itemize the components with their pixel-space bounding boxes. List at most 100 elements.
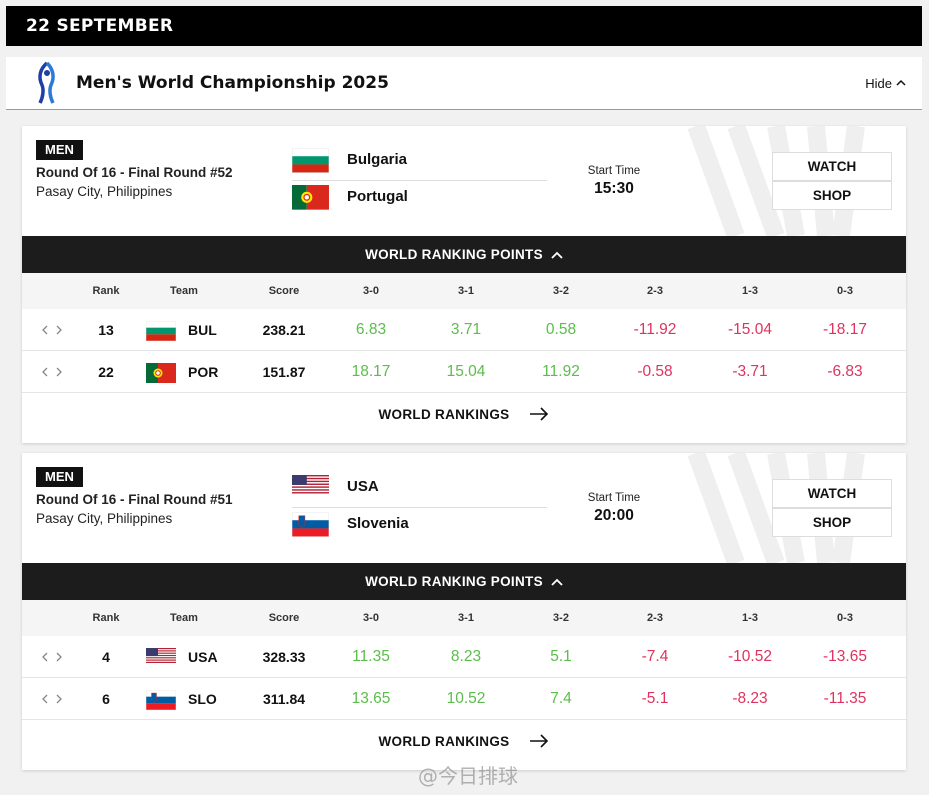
watch-button[interactable]: WATCH: [772, 152, 892, 181]
points-value: 18.17: [351, 362, 391, 380]
table-row: 4 USA 328.33 11.35 8.23 5.1 -7.4 -10.52 -13.65: [22, 636, 906, 678]
left-right-arrows-icon: [42, 325, 62, 334]
score-column-header: Score: [268, 612, 300, 624]
points-value: -15.04: [728, 320, 772, 338]
team-rank: 13: [98, 321, 114, 338]
team-rank: 22: [98, 363, 114, 380]
hide-label: Hide: [865, 75, 892, 91]
world-rankings-link[interactable]: WORLD RANKINGS: [22, 396, 906, 432]
team-cell: BUL: [145, 309, 226, 350]
toggle-label: WORLD RANKING POINTS: [365, 574, 543, 589]
points-value: -7.4: [641, 647, 669, 665]
result-column-header: 2-3: [647, 285, 663, 297]
compare-arrows[interactable]: [32, 678, 72, 719]
match-header: MEN Round Of 16 - Final Round #52 Pasay Ci…: [22, 126, 906, 236]
left-right-arrows-icon: [42, 694, 62, 703]
team-name: Slovenia: [347, 515, 409, 532]
points-value: 15.04: [446, 362, 486, 380]
gender-badge: MEN: [36, 140, 83, 160]
championship-logo-icon: [38, 61, 55, 104]
divider: [292, 507, 547, 508]
ranking-table-header: Rank Team Score 3-0 3-1 3-2 2-3 1-3 0-3: [22, 273, 906, 309]
toggle-label: WORLD RANKING POINTS: [365, 247, 543, 262]
competition-title: Men's World Championship 2025: [76, 73, 389, 93]
date-header: 22 SEPTEMBER: [6, 6, 922, 46]
compare-arrows[interactable]: [32, 636, 72, 677]
points-value: 8.23: [450, 647, 482, 665]
result-column-header: 0-3: [837, 285, 853, 297]
start-time-label: Start Time: [587, 165, 641, 177]
result-column-header: 0-3: [837, 612, 853, 624]
table-row: 6 SLO 311.84 13.65 10.52 7.4 -5.1 -8.23 -11.35: [22, 678, 906, 720]
world-ranking-points-toggle[interactable]: WORLD RANKING POINTS: [22, 236, 906, 273]
team-column-header: Team: [170, 285, 198, 297]
team-score: 151.87: [262, 363, 306, 380]
points-value: -0.58: [637, 362, 673, 380]
points-value: -18.17: [823, 320, 867, 338]
team-code: USA: [188, 648, 218, 665]
team-score: 328.33: [262, 648, 306, 665]
shop-button[interactable]: SHOP: [772, 181, 892, 210]
points-value: -11.92: [633, 320, 677, 338]
hide-button[interactable]: Hide: [865, 76, 906, 91]
points-value: 10.52: [446, 689, 486, 707]
home-team[interactable]: Bulgaria: [291, 147, 408, 173]
round-label: Round Of 16 - Final Round #51: [36, 492, 233, 507]
venue-label: Pasay City, Philippines: [36, 511, 173, 526]
start-time-value: 15:30: [594, 180, 634, 197]
result-column-header: 3-0: [363, 285, 379, 297]
arrow-right-icon: [530, 734, 549, 748]
start-time-value: 20:00: [594, 507, 634, 524]
result-column-header: 3-2: [553, 285, 569, 297]
compare-arrows[interactable]: [32, 309, 72, 350]
team-rank: 4: [102, 648, 110, 665]
portugal-flag-icon: [146, 362, 176, 383]
home-team[interactable]: USA: [292, 475, 379, 498]
chevron-up-icon: [896, 79, 906, 86]
portugal-flag-icon: [292, 185, 329, 210]
chevron-up-icon: [551, 251, 563, 259]
watermark: @今日排球: [418, 764, 518, 788]
world-rankings-label: WORLD RANKINGS: [378, 406, 510, 422]
shop-button[interactable]: SHOP: [772, 508, 892, 537]
team-score: 238.21: [262, 321, 306, 338]
points-value: -3.71: [732, 362, 768, 380]
points-value: 7.4: [550, 689, 572, 707]
result-column-header: 2-3: [647, 612, 663, 624]
world-ranking-points-toggle[interactable]: WORLD RANKING POINTS: [22, 563, 906, 600]
points-value: 6.83: [355, 320, 387, 338]
match-card: MEN Round Of 16 - Final Round #52 Pasay Ci…: [22, 126, 906, 443]
team-code: BUL: [188, 321, 217, 338]
gender-badge: MEN: [36, 467, 83, 487]
points-value: 3.71: [450, 320, 482, 338]
points-value: 13.65: [351, 689, 391, 707]
team-column-header: Team: [170, 612, 198, 624]
points-value: 5.1: [550, 647, 572, 665]
result-column-header: 1-3: [742, 612, 758, 624]
usa-flag-icon: [292, 475, 329, 498]
ranking-table-header: Rank Team Score 3-0 3-1 3-2 2-3 1-3 0-3: [22, 600, 906, 636]
watch-button[interactable]: WATCH: [772, 479, 892, 508]
away-team[interactable]: Slovenia: [291, 511, 409, 537]
points-value: 11.35: [352, 647, 390, 665]
compare-arrows[interactable]: [32, 351, 72, 392]
points-value: -5.1: [641, 689, 669, 707]
bulgaria-flag-icon: [145, 320, 177, 341]
world-rankings-link[interactable]: WORLD RANKINGS: [22, 723, 906, 759]
left-right-arrows-icon: [42, 652, 62, 661]
away-team[interactable]: Portugal: [292, 185, 408, 210]
match-card: MEN Round Of 16 - Final Round #51 Pasay Ci…: [22, 453, 906, 770]
round-label: Round Of 16 - Final Round #52: [36, 165, 233, 180]
table-row: 22 POR 151.87 18.17 15.04 11.92 -0.58 -3.71 -6.8…: [22, 351, 906, 393]
result-column-header: 1-3: [742, 285, 758, 297]
score-column-header: Score: [268, 285, 300, 297]
team-name: Bulgaria: [347, 151, 408, 168]
rank-column-header: Rank: [92, 285, 120, 297]
points-value: 11.92: [542, 362, 580, 380]
chevron-up-icon: [551, 578, 563, 586]
team-name: Portugal: [347, 188, 408, 205]
team-cell: POR: [146, 351, 226, 392]
divider: [292, 180, 547, 181]
points-value: -10.52: [728, 647, 772, 665]
points-value: -6.83: [827, 362, 863, 380]
